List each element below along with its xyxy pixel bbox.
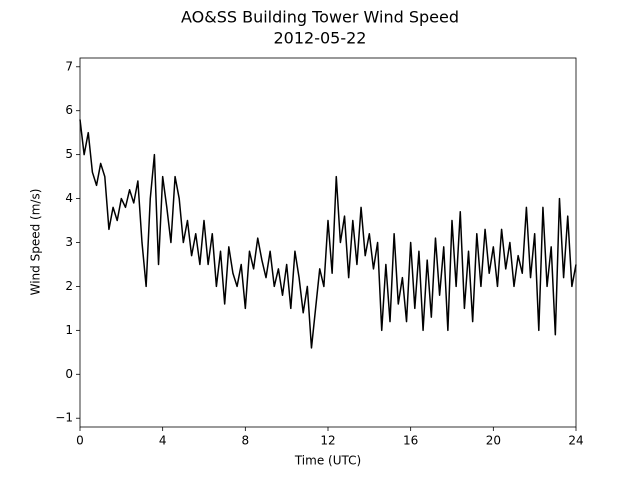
x-tick-label: 20 <box>486 434 501 448</box>
x-tick-label: 4 <box>159 434 167 448</box>
y-tick-label: 1 <box>65 323 73 337</box>
y-tick-label: 6 <box>65 103 73 117</box>
x-tick-label: 8 <box>242 434 250 448</box>
y-tick-label: 5 <box>65 147 73 161</box>
x-tick-label: 12 <box>320 434 335 448</box>
y-tick-label: 2 <box>65 279 73 293</box>
x-tick-label: 0 <box>76 434 84 448</box>
x-tick-label: 24 <box>568 434 583 448</box>
x-tick-label: 16 <box>403 434 418 448</box>
y-tick-label: −1 <box>55 411 73 425</box>
chart-title: AO&SS Building Tower Wind Speed <box>181 8 459 27</box>
chart-subtitle: 2012-05-22 <box>274 29 367 48</box>
axes-frame <box>79 57 577 428</box>
line-series <box>79 119 577 349</box>
y-tick-label: 4 <box>65 191 73 205</box>
y-tick-label: 7 <box>65 59 73 73</box>
y-tick-label: 3 <box>65 235 73 249</box>
x-axis-label: Time (UTC) <box>294 454 361 468</box>
y-tick-label: 0 <box>65 367 73 381</box>
y-axis-label: Wind Speed (m/s) <box>29 189 43 296</box>
